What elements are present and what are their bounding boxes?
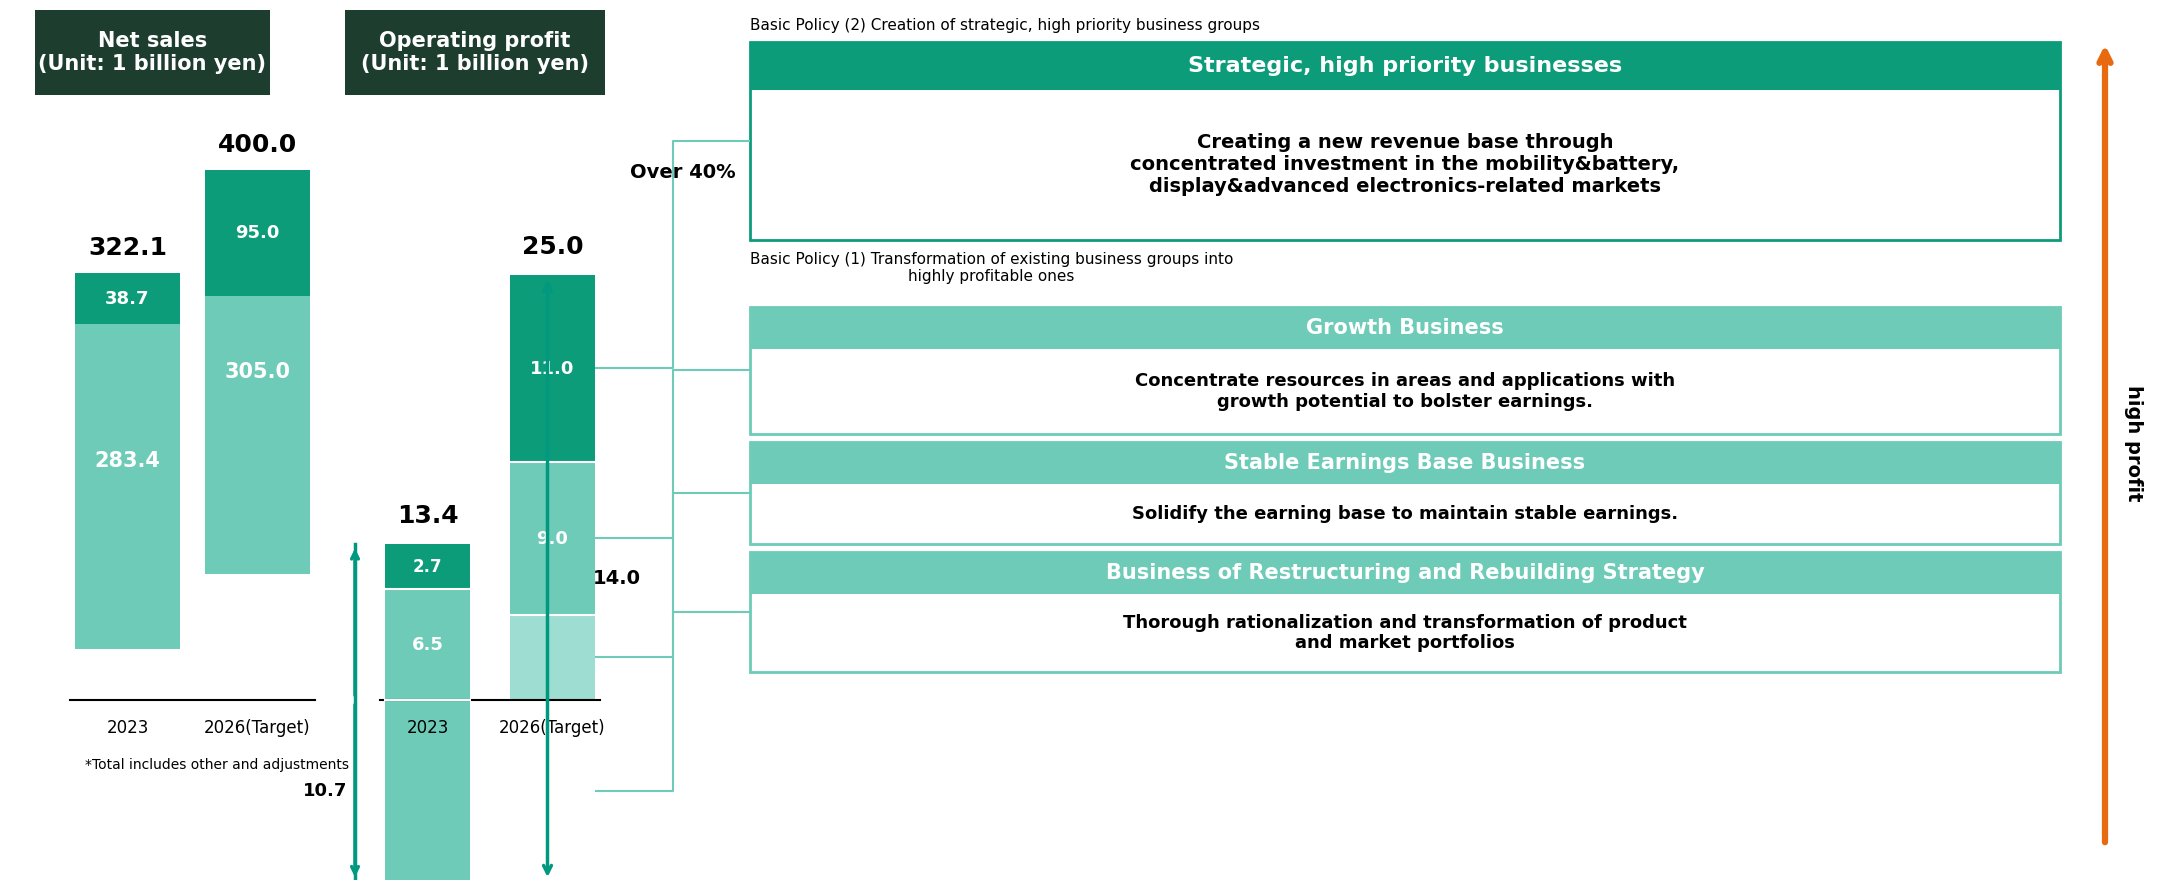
Bar	[510, 275, 594, 462]
Bar	[346, 10, 605, 95]
Text: 10.7: 10.7	[302, 782, 348, 800]
Bar	[510, 462, 594, 615]
Text: 2026(Target): 2026(Target)	[499, 719, 605, 737]
Text: Stable Earnings Base Business: Stable Earnings Base Business	[1225, 453, 1585, 473]
Bar	[750, 552, 2061, 672]
Text: Thorough rationalization and transformation of product
and market portfolios: Thorough rationalization and transformat…	[1123, 613, 1687, 652]
Bar	[76, 273, 179, 325]
Bar	[35, 10, 270, 95]
Bar	[750, 442, 2061, 544]
Text: 6.5: 6.5	[413, 635, 443, 654]
Bar	[205, 170, 311, 296]
Text: Business of Restructuring and Rebuilding Strategy: Business of Restructuring and Rebuilding…	[1106, 563, 1704, 583]
Text: 2.7: 2.7	[413, 558, 443, 576]
Text: 13.4: 13.4	[397, 503, 458, 528]
Bar	[384, 544, 471, 590]
Text: 2023: 2023	[106, 719, 149, 737]
Text: Over 40%: Over 40%	[631, 163, 737, 182]
Bar	[750, 307, 2061, 434]
Text: 9.0: 9.0	[536, 530, 568, 547]
Text: Basic Policy (2) Creation of strategic, high priority business groups: Basic Policy (2) Creation of strategic, …	[750, 18, 1259, 33]
Text: 2026(Target): 2026(Target)	[205, 719, 311, 737]
Bar	[205, 170, 311, 574]
Text: Growth Business: Growth Business	[1307, 318, 1503, 338]
Text: 95.0: 95.0	[235, 224, 279, 242]
Bar	[750, 552, 2061, 594]
Text: 38.7: 38.7	[106, 290, 149, 308]
Text: high profit: high profit	[2123, 385, 2143, 502]
Text: Solidify the earning base to maintain stable earnings.: Solidify the earning base to maintain st…	[1132, 505, 1678, 523]
Text: *Total includes other and adjustments: *Total includes other and adjustments	[84, 758, 350, 772]
Bar	[750, 307, 2061, 349]
Bar	[76, 273, 179, 649]
Bar	[384, 700, 471, 880]
Bar	[510, 615, 594, 700]
Text: Concentrate resources in areas and applications with
growth potential to bolster: Concentrate resources in areas and appli…	[1134, 372, 1674, 411]
Text: Operating profit
(Unit: 1 billion yen): Operating profit (Unit: 1 billion yen)	[361, 31, 590, 74]
Text: Basic Policy (1) Transformation of existing business groups into
highly profitab: Basic Policy (1) Transformation of exist…	[750, 252, 1233, 284]
Text: Strategic, high priority businesses: Strategic, high priority businesses	[1188, 56, 1622, 76]
Text: 283.4: 283.4	[95, 451, 160, 471]
Bar	[750, 42, 2061, 240]
Bar	[750, 442, 2061, 484]
Bar	[750, 42, 2061, 90]
Text: 11.0: 11.0	[531, 360, 575, 378]
Text: Net sales
(Unit: 1 billion yen): Net sales (Unit: 1 billion yen)	[39, 31, 266, 74]
Text: 400.0: 400.0	[218, 133, 298, 157]
Text: Creating a new revenue base through
concentrated investment in the mobility&batt: Creating a new revenue base through conc…	[1130, 134, 1680, 196]
Text: 25.0: 25.0	[523, 235, 583, 259]
Text: 305.0: 305.0	[225, 362, 289, 382]
Bar	[384, 590, 471, 700]
Text: 322.1: 322.1	[89, 236, 166, 260]
Text: 2023: 2023	[406, 719, 449, 737]
Text: 14.0: 14.0	[592, 569, 642, 588]
